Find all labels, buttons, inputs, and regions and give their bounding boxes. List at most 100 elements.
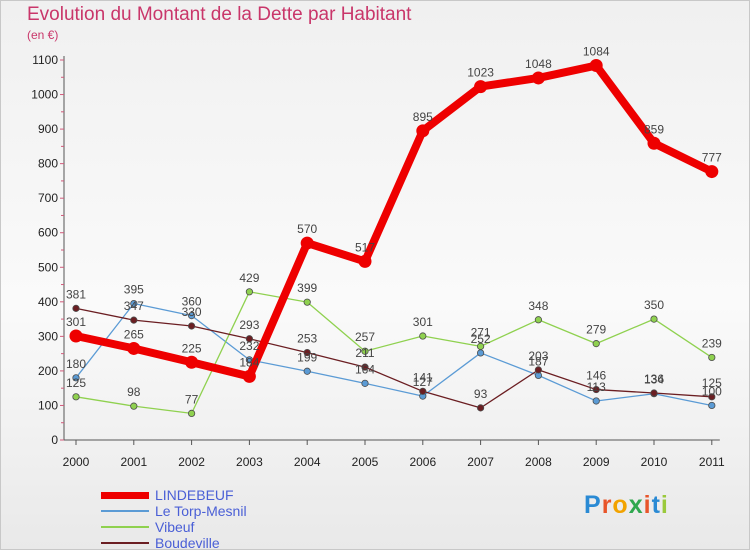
data-label: 381	[66, 287, 86, 301]
data-point	[130, 299, 138, 308]
data-point	[416, 124, 430, 138]
chart-title: Evolution du Montant de la Dette par Hab…	[27, 4, 412, 25]
data-point	[72, 374, 80, 382]
data-point	[476, 342, 485, 350]
logo-letter: i	[660, 491, 669, 519]
data-point	[476, 349, 485, 357]
unit-label: (en €)	[27, 28, 59, 42]
data-label: 184	[239, 355, 259, 369]
data-label: 399	[297, 281, 317, 295]
x-tick-label: 2006	[409, 455, 436, 469]
y-tick-label: 1000	[31, 88, 58, 102]
y-tick-label: 500	[38, 260, 58, 274]
data-label: 517	[355, 240, 375, 254]
data-point	[242, 369, 256, 383]
data-point	[705, 165, 719, 179]
data-label: 125	[66, 376, 86, 390]
data-label: 127	[413, 375, 433, 389]
data-point	[592, 385, 600, 394]
legend-label: Vibeuf	[155, 519, 195, 535]
data-label: 348	[528, 299, 548, 313]
x-tick-label: 2009	[583, 455, 610, 469]
data-point	[245, 335, 253, 343]
x-tick-label: 2010	[641, 455, 668, 469]
data-point	[476, 404, 485, 412]
data-point	[245, 288, 253, 296]
data-label: 429	[239, 271, 259, 285]
data-point	[300, 236, 314, 250]
data-label: 895	[413, 110, 433, 124]
data-point	[358, 254, 372, 268]
data-point	[361, 363, 369, 371]
series-line	[72, 61, 716, 381]
legend-item: Boudeville	[101, 535, 247, 549]
data-point	[72, 393, 80, 401]
data-point	[127, 341, 141, 355]
data-label: 253	[297, 332, 317, 346]
data-label: 570	[297, 222, 317, 236]
data-label: 1084	[583, 45, 610, 59]
axes: 0 100 200 300 400 500 600 700 800 900 1000 1100 2000…	[31, 53, 725, 469]
data-point	[188, 312, 196, 320]
legend-swatch	[101, 491, 149, 499]
series-line	[75, 302, 713, 407]
data-label: 136	[644, 372, 664, 386]
data-label: 77	[185, 392, 199, 406]
x-tick-label: 2001	[120, 455, 147, 469]
data-point	[534, 316, 543, 324]
data-label: 859	[644, 122, 664, 136]
data-label: 199	[297, 350, 317, 364]
data-point	[531, 71, 545, 85]
series-line	[75, 291, 713, 415]
legend-swatch	[101, 510, 149, 512]
data-point	[592, 397, 600, 405]
data-point	[303, 298, 311, 306]
y-tick-label: 1100	[32, 53, 58, 67]
data-point	[647, 136, 661, 150]
y-tick-label: 200	[38, 364, 58, 378]
data-point	[589, 59, 603, 73]
data-label: 1048	[525, 57, 552, 71]
y-tick-label: 800	[38, 157, 58, 171]
y-tick-label: 400	[38, 295, 58, 309]
data-point	[361, 347, 369, 355]
data-label: 211	[355, 346, 374, 360]
data-label: 187	[528, 354, 548, 368]
data-label: 252	[471, 332, 491, 346]
data-point	[361, 379, 369, 387]
legend-swatch	[101, 526, 149, 528]
y-tick-label: 700	[38, 191, 58, 205]
data-label: 93	[474, 387, 488, 401]
data-point	[534, 366, 543, 374]
data-point	[303, 367, 311, 375]
data-label: 347	[124, 299, 144, 313]
data-label: 395	[124, 283, 144, 297]
legend-item: Vibeuf	[101, 519, 247, 535]
data-label: 98	[127, 385, 141, 399]
logo-letter: P	[584, 491, 602, 519]
data-label: 293	[239, 318, 259, 332]
data-label: 350	[644, 298, 664, 312]
y-tick-label: 900	[38, 122, 58, 136]
data-point	[72, 304, 80, 312]
y-tick-label: 0	[51, 433, 58, 447]
data-label: 180	[66, 357, 86, 371]
x-tick-label: 2005	[352, 455, 379, 469]
x-tick-label: 2011	[699, 455, 725, 469]
logo-letter: t	[651, 491, 661, 519]
data-label: 301	[66, 315, 86, 329]
data-label: 141	[413, 370, 433, 384]
legend-label: LINDEBEUF	[155, 487, 234, 503]
y-tick-label: 600	[38, 226, 58, 240]
data-label: 271	[471, 325, 491, 339]
logo-letter: i	[643, 491, 652, 519]
x-tick-label: 2000	[63, 455, 90, 469]
data-label: 164	[355, 362, 375, 376]
y-tick-label: 300	[38, 329, 58, 343]
data-label: 257	[355, 330, 375, 344]
data-label: 330	[182, 305, 202, 319]
logo-letter: o	[612, 491, 629, 519]
data-label: 1023	[467, 66, 494, 80]
